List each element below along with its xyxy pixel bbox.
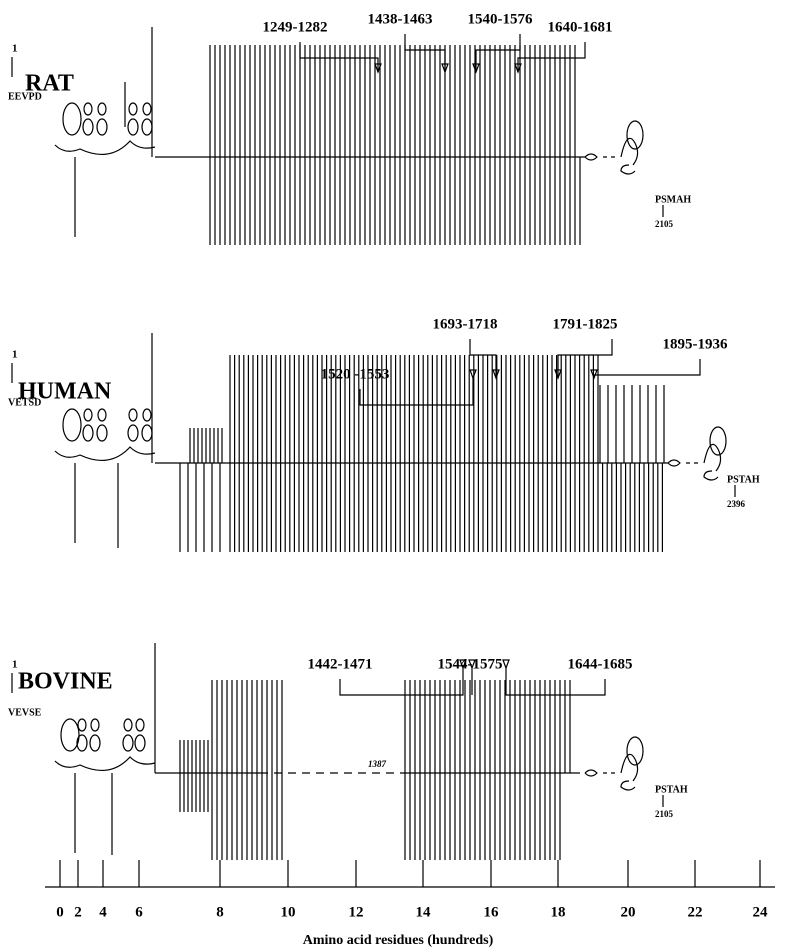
region-arrow [593,359,701,378]
region-arrow [404,34,446,72]
arrow-head [469,369,477,380]
arrow-head [441,63,449,74]
loop [76,734,88,752]
arrow-head [514,63,522,74]
end-number: 2105 [655,809,674,819]
axis-tick-label: 6 [135,904,143,920]
region-label: 1791-1825 [553,316,618,332]
axis-tick-label: 10 [281,904,296,920]
loop [127,424,139,442]
axis-tick-label: 12 [349,904,364,920]
region-arrow [359,378,474,406]
arrow-head [590,369,598,380]
loop [96,118,108,136]
loop [97,102,107,116]
loop [123,718,133,732]
c-loop [709,426,727,456]
loop [141,424,153,442]
region-label: 1693-1718 [433,316,498,332]
region-arrow [557,339,613,378]
loop [142,408,152,422]
loop [62,408,82,442]
c-terminal [584,753,639,791]
arrow-head [492,369,500,380]
arrow-head [554,369,562,380]
loop [122,734,134,752]
end-number: 2105 [655,219,674,229]
c-loop [626,736,644,766]
region-label: 1540-1576 [468,11,533,27]
loop [135,718,145,732]
end-sequence: PSMAH [655,194,691,205]
region-label: 1520 -1553 [321,366,390,382]
region-arrow [505,668,606,696]
loop [127,118,139,136]
region-label: 1640-1681 [548,19,613,35]
end-number: 2396 [727,499,746,509]
loop [128,408,138,422]
loop [142,102,152,116]
start-number: 1 [12,349,18,361]
loop [62,102,82,136]
axis-tick-label: 20 [621,904,636,920]
region-arrow [517,42,586,72]
c-loop [626,120,644,150]
axis-title: Amino acid residues (hundreds) [303,933,494,948]
axis-tick-label: 22 [688,904,703,920]
axis-tick-label: 4 [99,904,107,920]
region-arrow [339,668,464,696]
loop [82,118,94,136]
region-arrow [299,42,379,72]
region-label: 1249-1282 [263,19,328,35]
axis-tick-label: 18 [551,904,566,920]
loop [134,734,146,752]
start-sequence: VEVSE [8,707,42,718]
arrow-head [459,659,467,670]
species-label: HUMAN [18,379,112,405]
loop [83,408,93,422]
loop [128,102,138,116]
axis-tick-label: 16 [484,904,500,920]
region-arrow [469,339,497,378]
loop [83,102,93,116]
end-sequence: PSTAH [727,474,760,485]
arrow-head [502,659,510,670]
loop [89,734,101,752]
axis-tick-label: 14 [416,904,432,920]
c-terminal [667,443,722,481]
gap-label: 1387 [368,759,387,769]
region-label: 1544-1575 [438,656,503,672]
species-label: RAT [25,71,74,97]
loop [90,718,100,732]
loop [96,424,108,442]
start-number: 1 [12,659,18,671]
loop [82,424,94,442]
c-terminal [584,137,639,175]
region-arrow [475,34,521,72]
backbone-start [54,756,156,772]
loop [97,408,107,422]
axis-tick-label: 0 [56,904,64,920]
arrow-head [472,63,480,74]
region-label: 1438-1463 [368,11,433,27]
loop [141,118,153,136]
axis-tick-label: 2 [74,904,82,920]
end-sequence: PSTAH [655,784,688,795]
region-label: 1442-1471 [308,656,373,672]
backbone-start [54,446,156,462]
loop [77,718,87,732]
axis-tick-label: 8 [216,904,224,920]
species-label: BOVINE [18,669,113,695]
backbone-start [54,140,156,156]
arrow-head [468,659,476,670]
arrow-head [374,63,382,74]
region-label: 1895-1936 [663,336,728,352]
axis-tick-label: 24 [753,904,769,920]
loop [60,718,80,752]
start-sequence: VETSD [8,397,41,408]
start-sequence: EEVPD [8,91,42,102]
start-number: 1 [12,43,18,55]
region-label: 1644-1685 [568,656,633,672]
